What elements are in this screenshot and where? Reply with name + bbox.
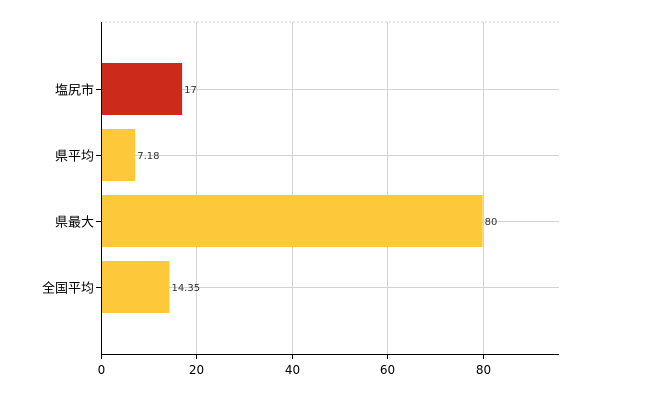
bars <box>101 63 483 313</box>
x-tick-label: 0 <box>98 363 106 377</box>
category-label: 県最大 <box>55 216 94 231</box>
bar <box>101 129 136 181</box>
category-label: 全国平均 <box>42 281 94 297</box>
bar <box>101 261 170 313</box>
x-tick-label: 20 <box>189 363 204 377</box>
data-label: 14.35 <box>171 283 200 294</box>
x-tick-label: 80 <box>476 363 491 377</box>
data-label: 17 <box>184 85 197 96</box>
category-label: 塩尻市 <box>55 83 94 99</box>
axes <box>96 22 559 359</box>
bar <box>101 195 483 247</box>
x-tick-label: 60 <box>380 363 395 377</box>
bar <box>101 63 183 115</box>
x-tick-label: 40 <box>285 363 300 377</box>
data-label: 80 <box>485 217 498 228</box>
data-label: 7.18 <box>137 151 159 162</box>
category-label: 県平均 <box>55 150 94 165</box>
